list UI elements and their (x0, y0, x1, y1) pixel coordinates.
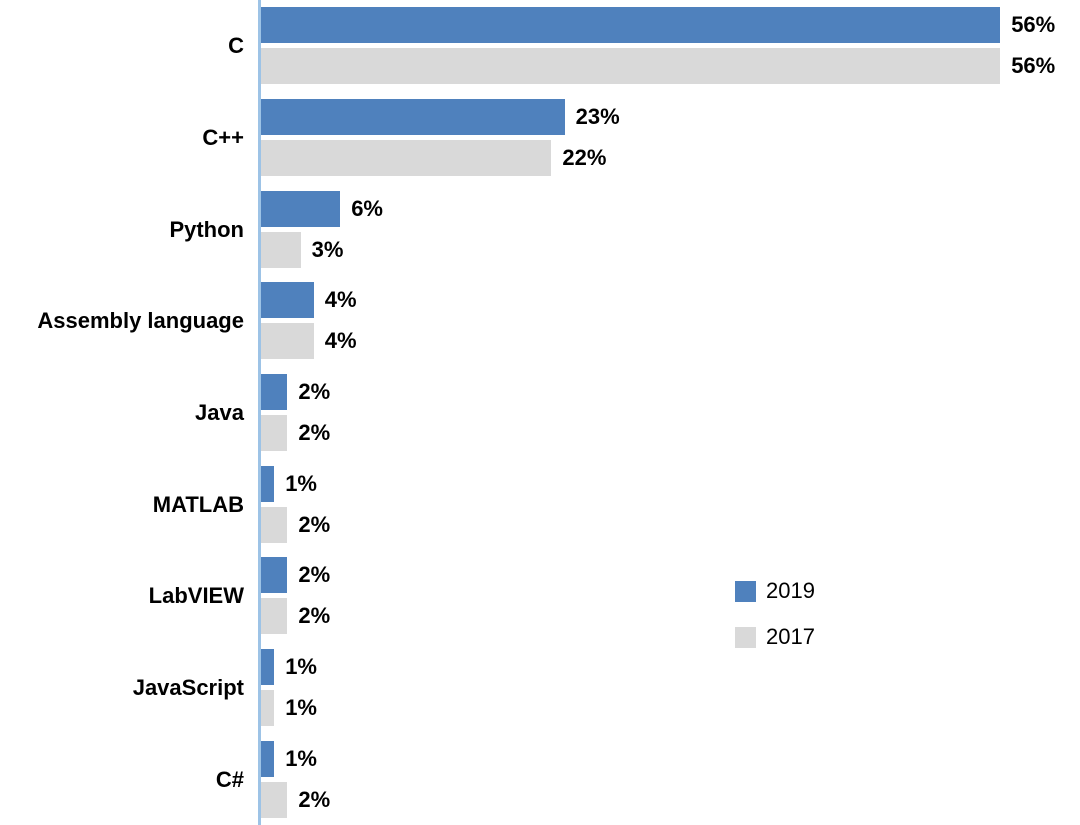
chart-row: JavaScript 1% 1% (0, 641, 1080, 734)
value-label: 2% (298, 786, 331, 812)
bar-line-2017: 4% (261, 323, 1080, 360)
bar-2017 (261, 323, 314, 360)
chart-row: MATLAB 1% 2% (0, 458, 1080, 551)
bar-2017 (261, 598, 288, 635)
bar-line-2017: 3% (261, 231, 1080, 268)
bar-2019 (261, 557, 288, 594)
value-label: 56% (1011, 53, 1056, 79)
bar-group: 1% 2% (258, 458, 1080, 551)
bar-line-2017: 56% (261, 48, 1080, 85)
chart-row: Java 2% 2% (0, 366, 1080, 459)
value-label: 2% (298, 420, 331, 446)
value-label: 2% (298, 562, 331, 588)
value-label: 22% (562, 145, 607, 170)
bar-line-2017: 22% (261, 140, 1080, 176)
category-label: C (228, 33, 244, 59)
bar-line-2017: 2% (261, 506, 1080, 543)
category-label: C# (215, 766, 244, 792)
value-label: 4% (324, 328, 357, 354)
chart-row: Assembly language 4% 4% (0, 275, 1080, 367)
category-label: Assembly language (37, 308, 244, 334)
value-label: 1% (285, 745, 317, 771)
bar-group: 2% 2% (258, 550, 1080, 642)
value-label: 3% (311, 236, 344, 262)
value-label: 2% (298, 379, 331, 405)
chart-row: C 56% 56% (0, 0, 1080, 92)
category-label: Python (169, 216, 244, 242)
bar-line-2017: 2% (261, 781, 1080, 818)
legend-swatch-2019 (735, 580, 756, 602)
category-label: C++ (202, 124, 244, 150)
value-label: 1% (285, 695, 317, 721)
bar-2019 (261, 649, 275, 686)
bar-2017 (261, 506, 288, 543)
bar-line-2019: 23% (261, 99, 1080, 135)
category-label: JavaScript (132, 674, 244, 700)
bar-group: 23% 22% (258, 91, 1080, 184)
bar-line-2019: 2% (261, 557, 1080, 594)
bar-group: 2% 2% (258, 366, 1080, 459)
legend-label-2017: 2017 (766, 624, 815, 649)
value-label: 6% (351, 195, 383, 221)
bar-line-2017: 2% (261, 598, 1080, 635)
chart-row: C++ 23% 22% (0, 91, 1080, 184)
bar-2017 (261, 690, 275, 727)
value-label: 2% (298, 603, 331, 629)
bar-line-2019: 1% (261, 649, 1080, 686)
value-label: 2% (298, 511, 331, 537)
bar-line-2019: 4% (261, 282, 1080, 319)
value-label: 23% (575, 104, 620, 129)
bar-group: 1% 2% (258, 733, 1080, 825)
bar-2017 (261, 231, 301, 268)
bar-group: 4% 4% (258, 275, 1080, 367)
legend-item-2017: 2017 (735, 624, 815, 650)
bar-group: 56% 56% (258, 0, 1080, 92)
bar-2019 (261, 465, 275, 502)
legend-label-2019: 2019 (766, 578, 815, 603)
category-label: MATLAB (152, 491, 244, 517)
bar-line-2019: 1% (261, 740, 1080, 777)
bar-2019 (261, 282, 314, 319)
category-label: Java (195, 399, 244, 425)
bar-line-2019: 1% (261, 465, 1080, 502)
legend-swatch-2017 (735, 626, 756, 648)
bar-2019 (261, 740, 275, 777)
chart-row: C# 1% 2% (0, 733, 1080, 825)
bar-2019 (261, 374, 288, 411)
bar-2017 (261, 781, 288, 818)
bar-line-2019: 6% (261, 190, 1080, 227)
chart-row: LabVIEW 2% 2% (0, 550, 1080, 642)
value-label: 56% (1011, 12, 1056, 38)
value-label: 1% (285, 470, 317, 496)
bar-line-2017: 2% (261, 415, 1080, 452)
bar-line-2019: 2% (261, 374, 1080, 411)
bar-group: 6% 3% (258, 183, 1080, 276)
bar-2017 (261, 140, 552, 176)
bar-2019 (261, 190, 341, 227)
chart-row: Python 6% 3% (0, 183, 1080, 276)
value-label: 1% (285, 654, 317, 680)
legend: 2019 2017 (735, 578, 815, 650)
bar-group: 1% 1% (258, 641, 1080, 734)
bar-line-2019: 56% (261, 7, 1080, 44)
bar-2019 (261, 7, 1001, 44)
bar-line-2017: 1% (261, 690, 1080, 727)
bar-2017 (261, 415, 288, 452)
value-label: 4% (324, 287, 357, 313)
bar-2017 (261, 48, 1001, 85)
category-label: LabVIEW (148, 583, 244, 609)
legend-item-2019: 2019 (735, 578, 815, 604)
bar-2019 (261, 99, 565, 135)
